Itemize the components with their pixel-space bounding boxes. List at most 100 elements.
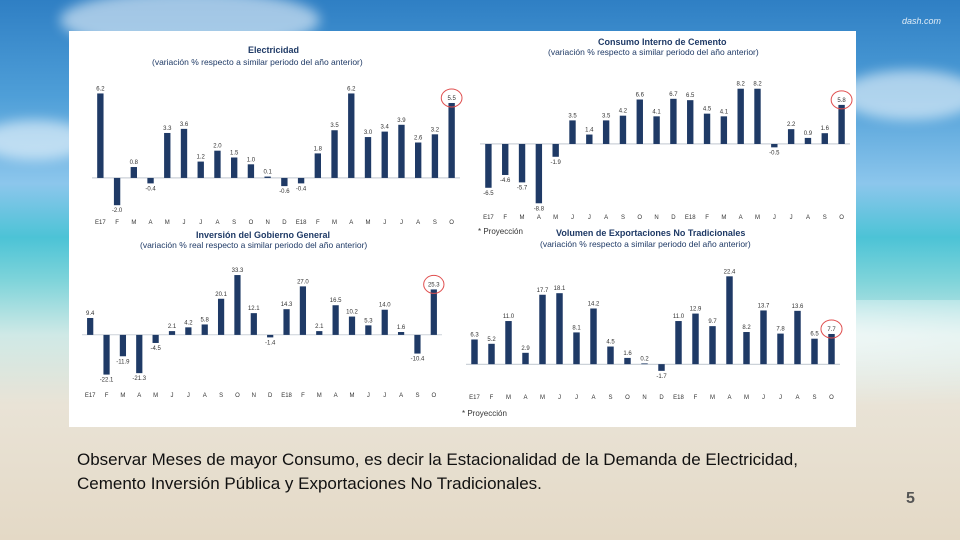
bar	[602, 120, 610, 144]
tick-label: D	[671, 215, 676, 221]
tick-label: N	[654, 215, 658, 221]
data-label: 6.3	[470, 332, 479, 338]
tick-label: O	[235, 393, 240, 399]
bar	[760, 310, 767, 365]
tick-label: F	[705, 215, 709, 221]
slide-caption: Observar Meses de mayor Consumo, es deci…	[77, 450, 798, 493]
bar	[821, 133, 828, 144]
chart-cemento: Consumo Interno de Cemento(variación % r…	[478, 37, 853, 236]
data-label: 10.2	[346, 310, 358, 316]
tick-label: A	[416, 220, 420, 226]
tick-label: M	[520, 215, 525, 221]
tick-label: J	[790, 215, 793, 221]
tick-label: J	[571, 215, 574, 221]
data-label: 27.0	[297, 279, 309, 285]
bar	[283, 309, 290, 335]
tick-label: F	[115, 220, 119, 226]
bar	[217, 298, 225, 335]
data-label: 3.9	[397, 118, 406, 124]
tick-label: O	[839, 215, 844, 221]
bar	[743, 332, 750, 365]
bar	[522, 352, 529, 365]
bar	[811, 338, 818, 365]
tick-label: S	[219, 393, 223, 399]
bar	[348, 316, 356, 335]
data-label: 2.1	[168, 324, 177, 330]
bar	[607, 346, 614, 365]
highlight-circle	[830, 90, 853, 110]
tick-label: F	[105, 393, 109, 399]
data-label: 17.7	[537, 288, 549, 294]
tick-label: M	[165, 220, 170, 226]
bar	[247, 164, 255, 178]
bar	[590, 308, 597, 365]
bar	[168, 331, 176, 335]
tick-label: A	[137, 393, 141, 399]
bar	[397, 332, 405, 335]
bar	[314, 153, 321, 178]
tick-label: J	[187, 393, 190, 399]
bar	[619, 115, 627, 144]
footnote: * Proyección	[462, 409, 507, 418]
bar	[415, 142, 422, 178]
tick-label: J	[183, 220, 186, 226]
data-label: 2.2	[787, 122, 796, 128]
tick-label: S	[232, 220, 236, 226]
tick-label: E17	[469, 395, 480, 401]
data-label: 11.0	[503, 314, 515, 320]
bar	[641, 363, 648, 365]
bar	[250, 313, 257, 335]
tick-label: J	[383, 220, 386, 226]
tick-label: M	[755, 215, 760, 221]
data-label: -5.7	[517, 185, 528, 191]
tick-label: N	[265, 220, 269, 226]
data-label: 7.8	[776, 327, 785, 333]
tick-label: M	[317, 393, 322, 399]
data-label: -11.9	[116, 359, 130, 365]
bar	[431, 134, 439, 178]
data-label: 6.2	[96, 86, 105, 92]
bar	[348, 93, 355, 178]
data-label: 0.8	[130, 160, 139, 166]
bar	[414, 334, 421, 354]
tick-label: E18	[673, 395, 684, 401]
data-label: 2.0	[213, 144, 222, 150]
data-label: 1.6	[397, 325, 406, 331]
bar	[381, 309, 388, 335]
highlight-circle	[820, 319, 843, 339]
tick-label: M	[366, 220, 371, 226]
data-label: -1.4	[265, 340, 276, 346]
bar	[231, 157, 238, 178]
data-label: -6.5	[483, 191, 494, 197]
data-label: 6.5	[686, 93, 695, 99]
data-label: 5.8	[837, 98, 846, 104]
data-label: 2.6	[414, 136, 423, 142]
data-label: -1.9	[551, 160, 562, 166]
bar	[828, 333, 835, 365]
tick-label: E17	[85, 393, 96, 399]
data-label: 1.6	[821, 126, 830, 132]
data-label: 2.9	[521, 346, 530, 352]
tick-label: A	[591, 395, 595, 401]
data-label: 4.1	[720, 109, 729, 115]
data-label: 2.1	[315, 324, 324, 330]
chart-title: Volumen de Exportaciones No Tradicionale…	[556, 228, 745, 238]
data-label: -4.5	[150, 346, 161, 352]
data-label: 5.2	[487, 337, 496, 343]
bar	[687, 100, 694, 144]
data-label: 7.7	[827, 327, 836, 333]
bar	[197, 161, 204, 178]
data-label: 9.7	[708, 319, 717, 325]
tick-label: F	[490, 395, 494, 401]
data-label: -0.4	[296, 186, 307, 192]
data-label: 11.0	[673, 314, 685, 320]
tick-label: J	[367, 393, 370, 399]
tick-label: N	[642, 395, 646, 401]
bar	[381, 131, 388, 178]
chart-exportaciones: Volumen de Exportaciones No Tradicionale…	[462, 228, 843, 418]
data-label: 3.5	[568, 113, 577, 119]
bar	[569, 120, 576, 144]
bar	[398, 124, 405, 178]
data-label: 5.5	[447, 96, 456, 102]
bar	[299, 286, 307, 335]
